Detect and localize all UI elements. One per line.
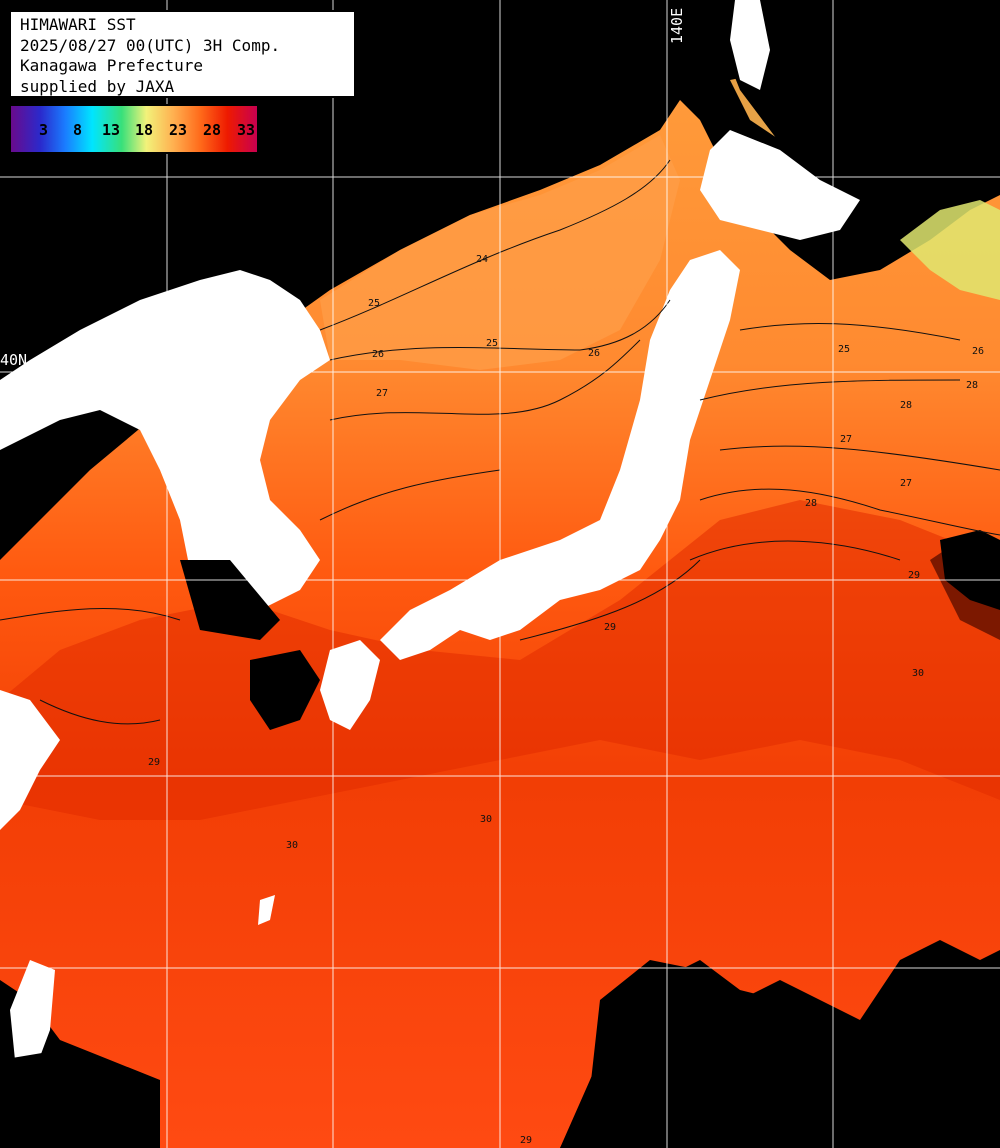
contour-label: 27 xyxy=(376,388,388,399)
info-title: HIMAWARI SST xyxy=(20,15,136,34)
latitude-label: 40N xyxy=(0,351,28,369)
contour-label-group: 24 25 26 27 28 29 30 25 26 27 28 29 30 2… xyxy=(148,254,984,1146)
land-kyushu xyxy=(320,640,380,730)
contour-label: 25 xyxy=(486,338,498,349)
contour-label: 30 xyxy=(912,668,924,679)
contour-label: 29 xyxy=(148,757,160,768)
contour-label: 28 xyxy=(805,498,817,509)
colorbar-tick: 13 xyxy=(102,121,121,139)
contour-label: 29 xyxy=(604,622,616,633)
colorbar-tick: 8 xyxy=(73,121,83,139)
info-supplier: supplied by JAXA xyxy=(20,76,175,96)
land-korea-china xyxy=(0,270,330,620)
land-china-coast xyxy=(0,690,60,830)
info-region: Kanagawa Prefecture xyxy=(20,56,204,75)
colorbar-tick: 33 xyxy=(237,121,256,139)
contour-label: 25 xyxy=(368,298,380,309)
longitude-label: 140E xyxy=(668,7,686,44)
contour-label: 29 xyxy=(520,1135,532,1146)
colorbar-tick: 23 xyxy=(169,121,188,139)
land-honshu xyxy=(380,250,740,660)
cloud-north xyxy=(720,0,1000,180)
contour-label: 30 xyxy=(286,840,298,851)
cloud-south-east xyxy=(560,940,1000,1148)
cloud-kyushu-west xyxy=(250,650,320,730)
contour-lines xyxy=(0,159,1000,725)
map-info-box: HIMAWARI SST 2025/08/27 00(UTC) 3H Comp.… xyxy=(9,10,356,98)
contour-label: 24 xyxy=(476,254,488,265)
land-okinawa xyxy=(258,895,275,925)
temperature-colorbar: 3 8 13 18 23 28 33 xyxy=(9,104,259,154)
colorbar-tick: 3 xyxy=(39,121,49,139)
contour-label: 26 xyxy=(588,348,600,359)
contour-label: 26 xyxy=(972,346,984,357)
cloud-east xyxy=(940,530,1000,610)
contour-label: 27 xyxy=(840,434,852,445)
land-sakhalin xyxy=(730,0,770,90)
colorbar-tick: 18 xyxy=(135,121,154,139)
contour-label: 29 xyxy=(908,570,920,581)
cloud-south-west xyxy=(0,1050,160,1148)
contour-label: 25 xyxy=(838,344,850,355)
contour-label: 28 xyxy=(900,400,912,411)
cool-patch-east xyxy=(900,200,1000,300)
colorbar-tick: 28 xyxy=(203,121,222,139)
info-datetime: 2025/08/27 00(UTC) 3H Comp. xyxy=(20,35,281,55)
contour-label: 28 xyxy=(966,380,978,391)
land-taiwan xyxy=(10,960,55,1070)
contour-label: 26 xyxy=(372,349,384,360)
contour-label: 30 xyxy=(480,814,492,825)
land-hokkaido xyxy=(700,130,860,240)
contour-label: 27 xyxy=(900,478,912,489)
